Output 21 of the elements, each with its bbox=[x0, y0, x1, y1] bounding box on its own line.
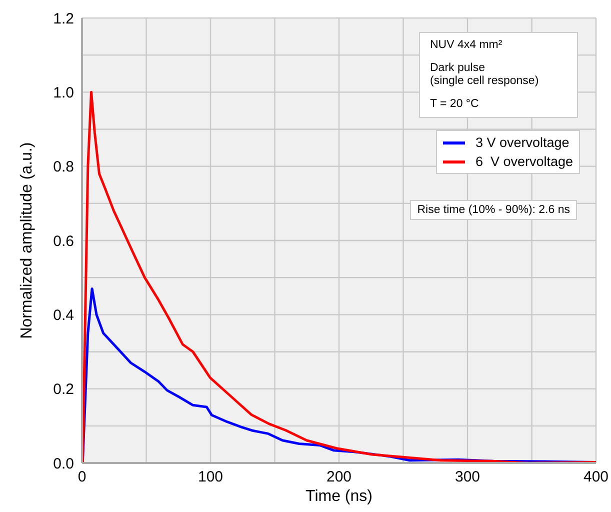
x-tick-label: 0 bbox=[78, 468, 86, 486]
annotation: (single cell response) bbox=[430, 75, 540, 88]
y-axis-title: Normalized amplitude (a.u.) bbox=[18, 142, 36, 339]
legend-label: 3 V overvoltage bbox=[475, 134, 570, 152]
y-tick-label: 0.4 bbox=[53, 306, 74, 324]
y-tick-label: 1.0 bbox=[53, 84, 74, 102]
annotation: Dark pulse bbox=[430, 62, 486, 75]
note-box: Rise time (10% - 90%): 2.6 ns bbox=[410, 200, 577, 220]
y-tick-label: 0.8 bbox=[53, 158, 74, 176]
y-tick-label: 0.2 bbox=[53, 381, 74, 398]
annotation: T = 20 °C bbox=[430, 98, 480, 111]
x-tick-label: 300 bbox=[454, 468, 480, 486]
x-tick-label: 400 bbox=[583, 468, 609, 486]
annotation: NUV 4x4 mm² bbox=[430, 39, 504, 52]
x-tick-label: 100 bbox=[198, 468, 224, 486]
legend-label: 6 V overvoltage bbox=[475, 153, 573, 171]
x-axis-title: Time (ns) bbox=[306, 488, 372, 505]
x-tick-label: 200 bbox=[326, 468, 352, 486]
y-tick-label: 0.6 bbox=[53, 232, 74, 250]
y-tick-label: 0.0 bbox=[53, 455, 74, 472]
y-tick-label: 1.2 bbox=[53, 10, 74, 28]
